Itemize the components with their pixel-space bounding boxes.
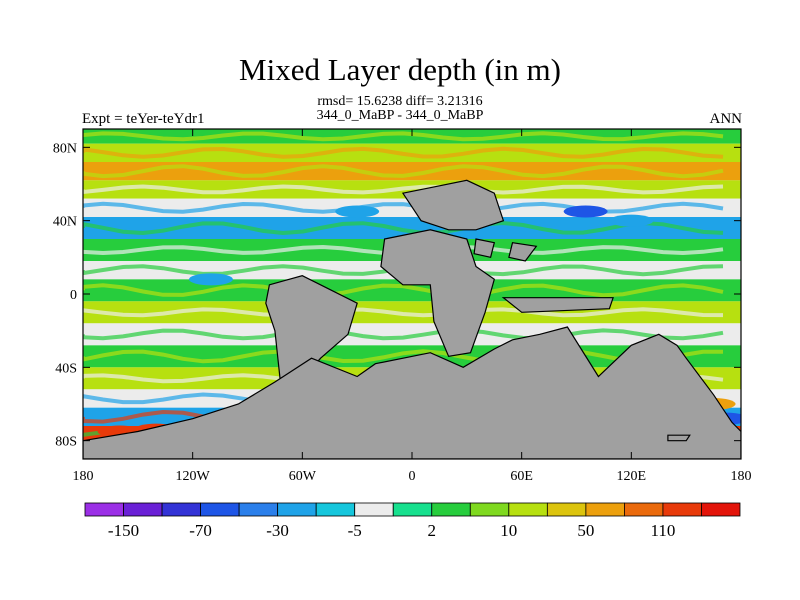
colorbar-label-4: 2 [428, 521, 437, 540]
field-anomaly-4 [609, 214, 654, 227]
colorbar-label-5: 10 [500, 521, 517, 540]
season-label: ANN [709, 111, 743, 127]
stats-line-experiment: 344_0_MaBP - 344_0_MaBP [316, 108, 484, 123]
field-contour-5 [83, 220, 724, 236]
colorbar-swatch-8 [392, 502, 433, 517]
x-axis: 180 120W 60W 0 60E 120E 180 [73, 129, 752, 484]
colorbar-swatch-15 [662, 502, 702, 517]
colorbar-swatch-11 [508, 502, 548, 517]
field-anomaly-2 [188, 273, 233, 286]
colorbar-swatch-9 [431, 502, 471, 517]
colorbar-swatch-5 [277, 502, 317, 517]
colorbar-swatch-12 [546, 502, 587, 517]
colorbar-label-2: -30 [266, 521, 289, 540]
y-tick-label-1: 40N [53, 215, 77, 230]
page-title: Mixed Layer depth (in m) [239, 52, 561, 87]
y-tick-label-0: 80N [53, 141, 77, 156]
colorbar-swatch-1 [123, 502, 163, 517]
y-tick-label-2: 0 [70, 288, 77, 303]
land-africa [380, 229, 495, 357]
field-contour-4 [83, 201, 724, 214]
field-contour-3 [83, 184, 724, 195]
land-pangaea-south [83, 326, 741, 459]
field-contour-0 [83, 131, 724, 142]
colorbar-label-7: 110 [650, 521, 675, 540]
land-small-island-a [473, 238, 496, 259]
land-asia [401, 179, 505, 231]
x-tick-label-6: 180 [731, 469, 752, 484]
colorbar-swatch-0 [84, 502, 124, 517]
land-small-island-b [508, 242, 538, 262]
x-tick-label-5: 120E [617, 469, 647, 484]
colorbar-swatch-6 [315, 502, 356, 517]
colorbar-swatch-13 [585, 502, 625, 517]
field-anomaly-3 [563, 205, 608, 218]
field-contour-8 [83, 283, 724, 298]
land-east-strip [501, 297, 614, 313]
colorbar: -150 -70 -30 -5 2 10 50 110 [84, 502, 741, 540]
field-contour-11 [83, 349, 723, 364]
y-tick-label-3: 40S [55, 361, 77, 376]
experiment-label: Expt = teYer-teYdr1 [82, 111, 205, 127]
x-tick-label-4: 60E [510, 469, 533, 484]
y-tick-label-4: 80S [55, 435, 77, 450]
x-tick-label-0: 180 [73, 469, 94, 484]
colorbar-swatch-7 [354, 502, 394, 517]
x-tick-label-3: 0 [409, 469, 416, 484]
land-antarctic-island [667, 434, 691, 442]
stats-text: rmsd= 15.6238 diff= 3.21316 344_0_MaBP -… [0, 95, 800, 123]
field-contour-10 [83, 328, 724, 341]
colorbar-swatch-16 [701, 502, 741, 517]
field-contour-1 [83, 146, 724, 159]
field-anomaly-7 [335, 205, 380, 218]
colorbar-swatch-3 [200, 502, 240, 517]
colorbar-swatch-2 [161, 502, 201, 517]
stats-line-rmsd: rmsd= 15.6238 diff= 3.21316 [317, 94, 483, 109]
y-axis: 80N 40N 0 40S 80S [53, 141, 741, 450]
colorbar-swatch-4 [238, 502, 279, 517]
colorbar-swatch-10 [469, 502, 510, 517]
colorbar-label-6: 50 [577, 521, 594, 540]
field-contour-2 [83, 164, 724, 179]
colorbar-label-0: -150 [108, 521, 139, 540]
colorbar-label-3: -5 [348, 521, 362, 540]
land-layer [83, 179, 741, 459]
x-tick-label-2: 60W [289, 469, 317, 484]
colorbar-swatch-14 [624, 502, 664, 517]
x-tick-label-1: 120W [176, 469, 211, 484]
colorbar-label-1: -70 [189, 521, 212, 540]
field-contour-9 [83, 307, 724, 318]
